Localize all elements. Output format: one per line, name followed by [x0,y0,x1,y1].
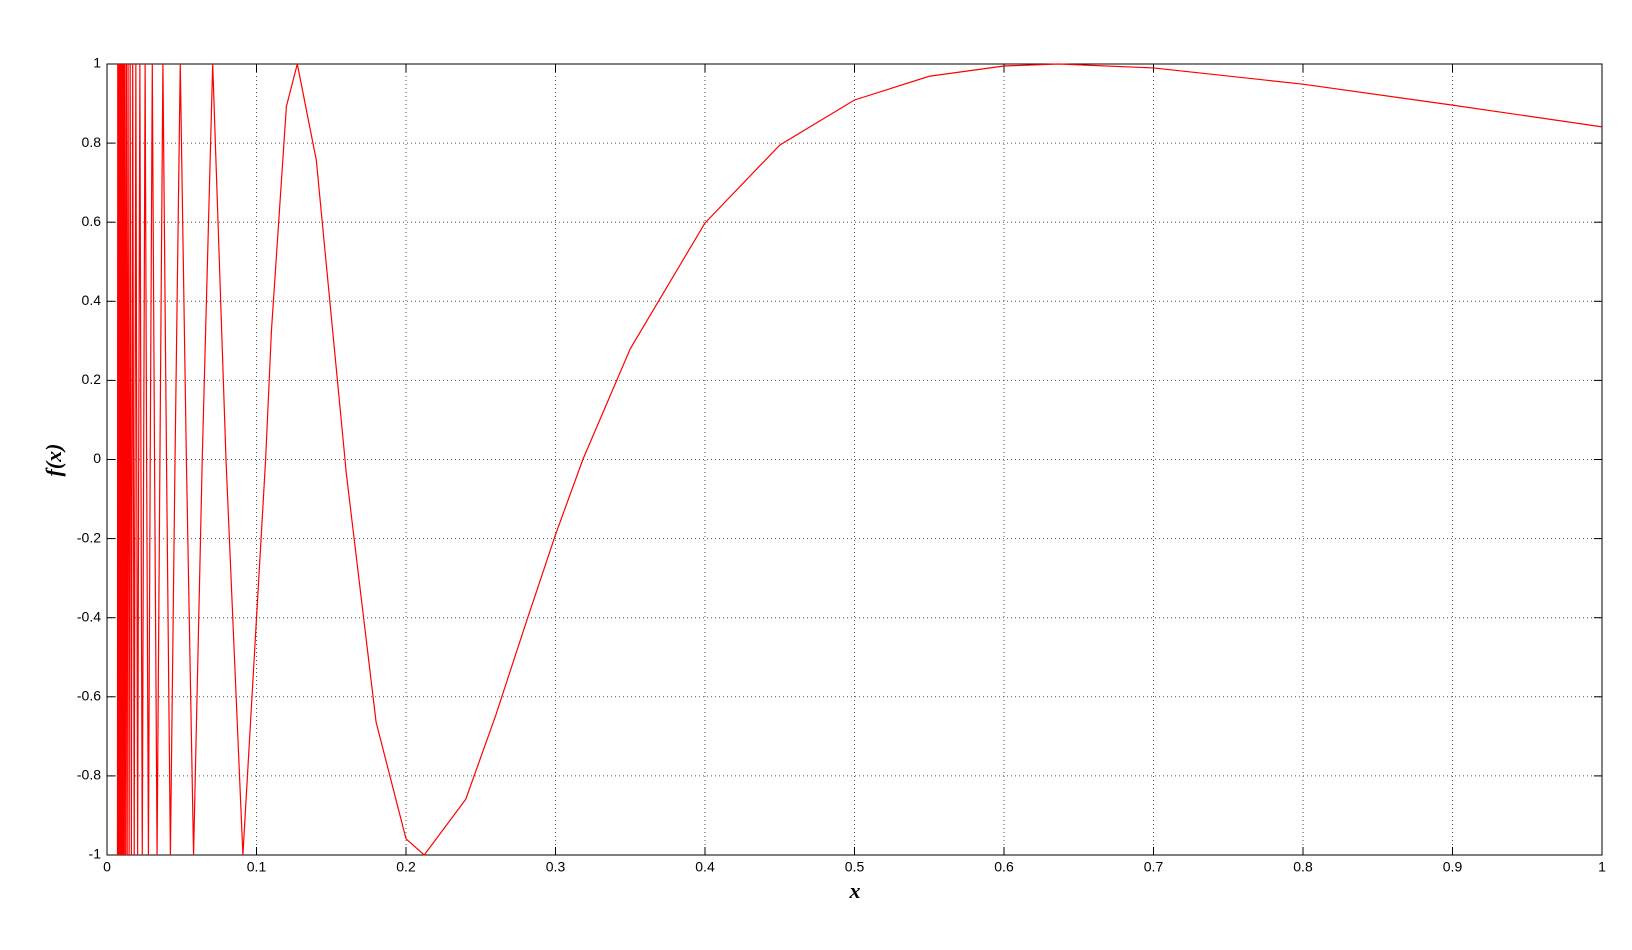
y-tick-label: 0 [93,450,101,466]
y-tick-label: -0.2 [77,529,101,545]
y-tick-label: -0.8 [77,767,101,783]
y-tick-label: -1 [89,846,102,862]
x-tick-label: 0.7 [1144,859,1164,875]
y-tick-label: 0.2 [82,371,102,387]
line-series [116,63,1603,856]
y-tick-label: 1 [93,55,101,71]
x-tick-label: 0 [103,859,111,875]
x-tick-label: 1 [1598,859,1606,875]
plot-frame [106,63,1603,856]
x-tick-label: 0.5 [845,859,865,875]
y-tick-label: 0.6 [82,213,102,229]
y-tick-label: -0.6 [77,688,101,704]
y-tick-label: -0.4 [77,608,101,624]
y-axis-label: f(x) [41,444,66,477]
x-tick-label: 0.8 [1293,859,1313,875]
x-tick-label: 0.3 [546,859,566,875]
y-tick-label: 0.4 [82,292,102,308]
x-tick-label: 0.1 [247,859,267,875]
x-axis-label: x [849,878,861,903]
x-tick-label: 0.9 [1443,859,1463,875]
x-tick-label: 0.2 [396,859,416,875]
y-tick-label: 0.8 [82,134,102,150]
x-tick-label: 0.4 [695,859,715,875]
x-tick-label: 0.6 [994,859,1014,875]
